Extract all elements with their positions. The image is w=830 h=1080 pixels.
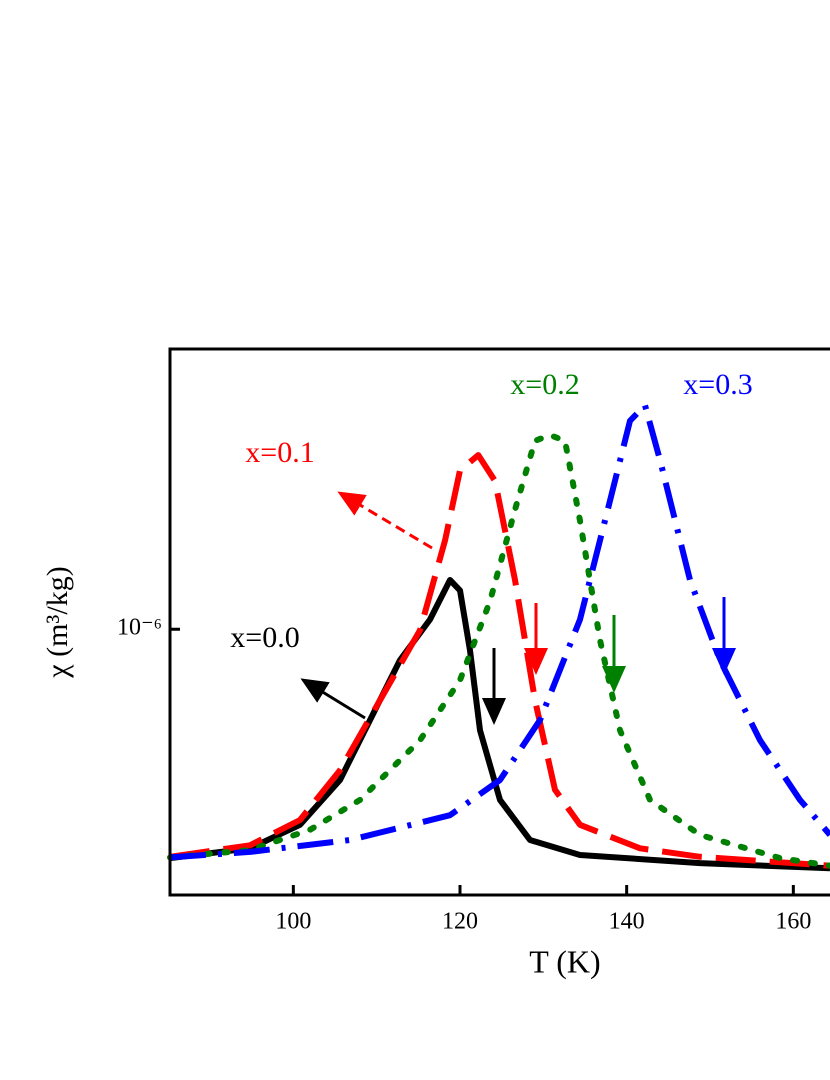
x-tick-label: 100 bbox=[275, 909, 311, 935]
x-tick-label: 160 bbox=[775, 909, 811, 935]
series-label: x=0.2 bbox=[510, 368, 579, 401]
series-line bbox=[169, 577, 830, 872]
y-axis-label: χ (m³/kg) bbox=[41, 566, 74, 678]
series-line bbox=[169, 452, 830, 869]
arrows bbox=[300, 491, 736, 725]
series-label: x=0.3 bbox=[683, 368, 752, 401]
y-tick-label: 10⁻⁶ bbox=[117, 615, 162, 641]
x-tick-label: 120 bbox=[442, 909, 478, 935]
series-line bbox=[167, 432, 830, 869]
series-label: x=0.0 bbox=[230, 621, 299, 654]
series-line bbox=[169, 402, 830, 861]
series-label: x=0.1 bbox=[245, 436, 314, 469]
x-tick-label: 140 bbox=[609, 909, 645, 935]
plot-frame bbox=[168, 347, 830, 897]
x-axis-label: T (K) bbox=[529, 943, 600, 979]
